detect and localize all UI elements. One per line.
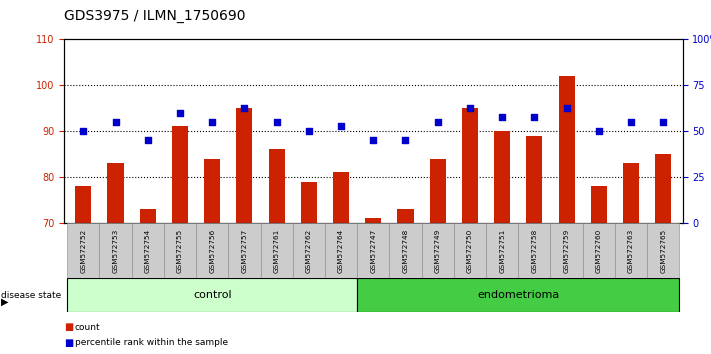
Bar (647, 223, 679, 278)
Text: disease state: disease state (1, 291, 61, 300)
Text: GSM572748: GSM572748 (402, 228, 409, 273)
Bar (132, 223, 164, 278)
Bar (462, 108, 478, 223)
Bar (623, 163, 639, 223)
Bar (269, 149, 284, 223)
Text: ▶: ▶ (1, 297, 9, 307)
Point (432, 119, 444, 125)
Point (239, 105, 250, 111)
Text: GSM572750: GSM572750 (467, 228, 473, 273)
Bar (260, 223, 293, 278)
Bar (204, 159, 220, 223)
Bar (397, 209, 414, 223)
Text: GSM572762: GSM572762 (306, 228, 312, 273)
Point (109, 119, 121, 125)
Point (626, 119, 637, 125)
Text: GSM572757: GSM572757 (242, 228, 247, 273)
Bar (100, 223, 132, 278)
Bar (494, 131, 510, 223)
Text: GSM572752: GSM572752 (80, 228, 86, 273)
Point (658, 119, 669, 125)
Point (464, 105, 476, 111)
Text: GSM572761: GSM572761 (274, 228, 279, 273)
Bar (228, 223, 260, 278)
Text: ■: ■ (64, 338, 73, 348)
Text: GSM572753: GSM572753 (112, 228, 119, 273)
Bar (583, 223, 615, 278)
Point (400, 137, 411, 143)
Bar (390, 223, 422, 278)
Text: GDS3975 / ILMN_1750690: GDS3975 / ILMN_1750690 (64, 9, 245, 23)
Point (593, 128, 604, 134)
Bar (164, 223, 196, 278)
Point (206, 119, 218, 125)
Point (561, 105, 572, 111)
Text: count: count (75, 323, 100, 332)
Text: GSM572749: GSM572749 (434, 228, 441, 273)
Text: GSM572747: GSM572747 (370, 228, 376, 273)
Text: GSM572754: GSM572754 (145, 228, 151, 273)
Bar (172, 126, 188, 223)
Bar (357, 278, 679, 312)
Text: ■: ■ (64, 322, 73, 332)
Bar (365, 218, 381, 223)
Bar (422, 223, 454, 278)
Bar (325, 223, 357, 278)
Point (77, 128, 89, 134)
Point (271, 119, 282, 125)
Text: GSM572759: GSM572759 (564, 228, 570, 273)
Bar (559, 76, 574, 223)
Bar (196, 223, 228, 278)
Bar (357, 223, 390, 278)
Point (368, 137, 379, 143)
Text: GSM572755: GSM572755 (177, 228, 183, 273)
Text: GSM572764: GSM572764 (338, 228, 344, 273)
Point (174, 110, 186, 115)
Point (303, 128, 314, 134)
Bar (615, 223, 647, 278)
Text: endometrioma: endometrioma (477, 290, 560, 300)
Text: GSM572763: GSM572763 (628, 228, 634, 273)
Bar (293, 223, 325, 278)
Bar (518, 223, 550, 278)
Bar (655, 154, 671, 223)
Text: GSM572751: GSM572751 (499, 228, 505, 273)
Text: control: control (193, 290, 232, 300)
Bar (486, 223, 518, 278)
Point (496, 114, 508, 120)
Point (529, 114, 540, 120)
Bar (107, 163, 124, 223)
Text: GSM572756: GSM572756 (209, 228, 215, 273)
Text: GSM572765: GSM572765 (661, 228, 666, 273)
Point (142, 137, 154, 143)
Bar (333, 172, 349, 223)
Bar (139, 209, 156, 223)
Text: percentile rank within the sample: percentile rank within the sample (75, 338, 228, 347)
Bar (454, 223, 486, 278)
Bar (550, 223, 583, 278)
Bar (429, 159, 446, 223)
Text: GSM572758: GSM572758 (531, 228, 538, 273)
Bar (526, 136, 542, 223)
Bar (236, 108, 252, 223)
Bar (68, 223, 100, 278)
Bar (68, 278, 357, 312)
Text: GSM572760: GSM572760 (596, 228, 602, 273)
Bar (301, 182, 317, 223)
Point (336, 124, 347, 129)
Bar (591, 186, 607, 223)
Bar (75, 186, 92, 223)
